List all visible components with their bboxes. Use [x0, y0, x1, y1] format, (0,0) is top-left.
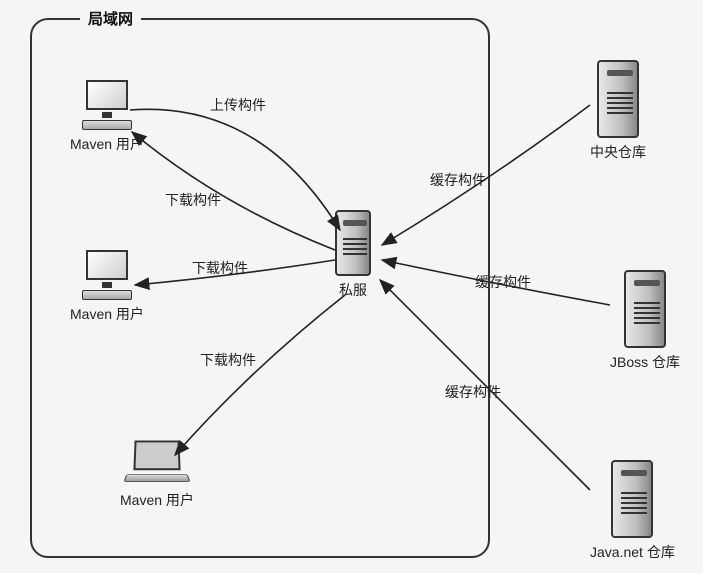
lan-label: 局域网: [80, 8, 141, 29]
edge-label-cache-1: 缓存构件: [430, 170, 486, 190]
node-maven-user-1: Maven 用户: [70, 80, 144, 154]
edge-label-cache-2: 缓存构件: [475, 272, 531, 292]
server-icon: [335, 210, 371, 276]
edge-label-download-3: 下载构件: [200, 350, 256, 370]
node-label: Maven 用户: [70, 134, 144, 154]
node-label: Maven 用户: [70, 304, 144, 324]
edge-label-download-2: 下载构件: [192, 258, 248, 278]
node-label: 中央仓库: [590, 142, 646, 162]
edge-label-download-1: 下载构件: [165, 190, 221, 210]
edge-label-cache-3: 缓存构件: [445, 382, 501, 402]
node-label: Maven 用户: [120, 490, 194, 510]
node-maven-user-2: Maven 用户: [70, 250, 144, 324]
server-icon: [624, 270, 666, 348]
server-icon: [611, 460, 653, 538]
node-label: 私服: [335, 280, 371, 300]
node-private-server: 私服: [335, 210, 371, 300]
node-label: JBoss 仓库: [610, 352, 680, 372]
node-label: Java.net 仓库: [590, 542, 675, 562]
node-maven-user-3: Maven 用户: [120, 440, 194, 510]
node-central-repo: 中央仓库: [590, 60, 646, 162]
edge-label-upload: 上传构件: [210, 95, 266, 115]
node-javanet-repo: Java.net 仓库: [590, 460, 675, 562]
node-jboss-repo: JBoss 仓库: [610, 270, 680, 372]
laptop-icon: [122, 440, 192, 486]
server-icon: [597, 60, 639, 138]
desktop-icon: [77, 250, 137, 300]
desktop-icon: [77, 80, 137, 130]
